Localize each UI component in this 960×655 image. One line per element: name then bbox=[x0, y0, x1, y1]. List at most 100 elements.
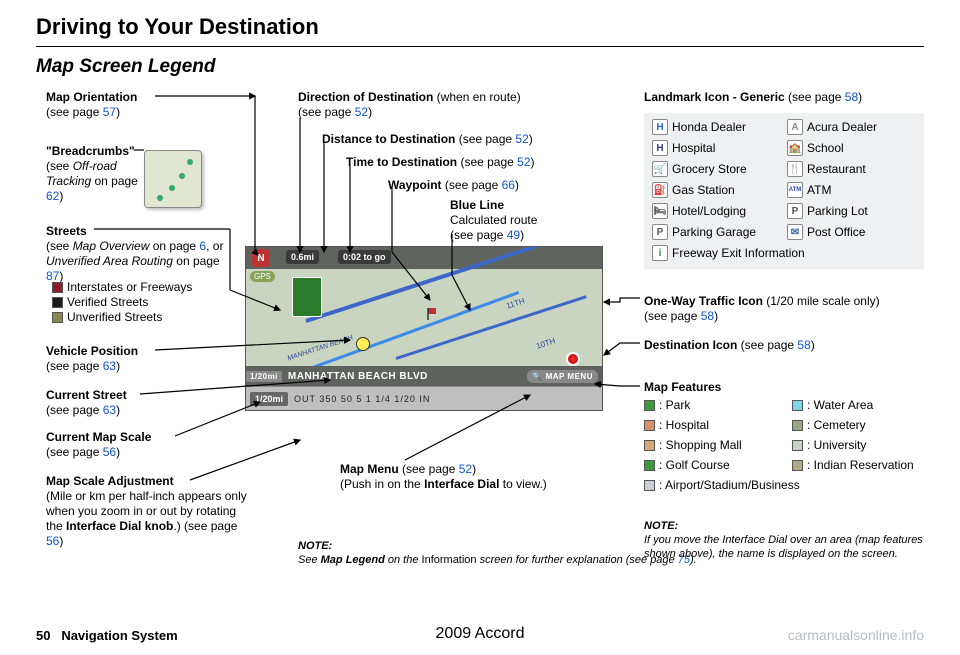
pageref-62[interactable]: 62 bbox=[46, 189, 59, 203]
label-breadcrumbs: "Breadcrumbs" (see Off-road Tracking on … bbox=[46, 144, 156, 204]
landmark-icon: 🛏 bbox=[652, 203, 668, 219]
feature-label: : Water Area bbox=[807, 398, 873, 412]
feature-swatch bbox=[792, 400, 803, 411]
label-dest-icon: Destination Icon (see page 58) bbox=[644, 338, 944, 353]
feature-swatch bbox=[644, 440, 655, 451]
title-rule bbox=[36, 46, 924, 47]
landmark-item: 🛏 Hotel/Lodging bbox=[652, 203, 781, 219]
road-label-11th: 11TH bbox=[505, 296, 526, 310]
pageref-66[interactable]: 66 bbox=[502, 178, 515, 192]
pageref-56b[interactable]: 56 bbox=[46, 534, 59, 548]
feature-item: : Golf Course bbox=[644, 458, 786, 472]
swatch-unverified bbox=[52, 312, 63, 323]
road-label-beach: MANHATTAN BEACH bbox=[287, 335, 354, 363]
landmark-icon: ⛽ bbox=[652, 182, 668, 198]
feature-swatch bbox=[644, 480, 655, 491]
feature-item: : Shopping Mall bbox=[644, 438, 786, 452]
label-vehicle-position: Vehicle Position (see page 63) bbox=[46, 344, 206, 374]
route-line bbox=[293, 291, 520, 376]
feature-item: : Indian Reservation bbox=[792, 458, 934, 472]
landmark-icon: ATM bbox=[787, 182, 803, 198]
landmark-label: Grocery Store bbox=[672, 162, 747, 176]
landmark-label: ATM bbox=[807, 183, 831, 197]
note-right: NOTE: If you move the Interface Dial ove… bbox=[644, 520, 934, 561]
landmark-icon: i bbox=[652, 245, 668, 261]
swatch-interstates bbox=[52, 282, 63, 293]
distance-readout: 0.6mi bbox=[286, 250, 319, 264]
landmark-label: Acura Dealer bbox=[807, 120, 877, 134]
breadcrumbs-tile bbox=[144, 150, 202, 208]
vehicle-icon bbox=[356, 337, 370, 351]
road-label-10th: 10TH bbox=[535, 336, 556, 351]
landmark-item: H Hospital bbox=[652, 140, 781, 156]
landmark-label: School bbox=[807, 141, 844, 155]
landmark-label: Hospital bbox=[672, 141, 715, 155]
landmark-icon: H bbox=[652, 119, 668, 135]
pageref-52a[interactable]: 52 bbox=[355, 105, 368, 119]
landmark-panel: H Honda Dealer A Acura Dealer H Hospital 🏫 Scho… bbox=[644, 113, 924, 269]
feature-swatch bbox=[644, 420, 655, 431]
map-menu-badge: 🔍 MAP MENU bbox=[527, 370, 598, 383]
feature-item: : Airport/Stadium/Business bbox=[644, 478, 934, 492]
pageref-52b[interactable]: 52 bbox=[515, 132, 528, 146]
page-title: Driving to Your Destination bbox=[36, 14, 319, 40]
pageref-52d[interactable]: 52 bbox=[459, 462, 472, 476]
label-time-dest: Time to Destination (see page 52) bbox=[346, 155, 646, 170]
pageref-58c[interactable]: 58 bbox=[797, 338, 810, 352]
label-waypoint: Waypoint (see page 66) bbox=[388, 178, 688, 193]
landmark-item: ATM ATM bbox=[787, 182, 916, 198]
feature-label: : Shopping Mall bbox=[659, 438, 742, 452]
watermark: carmanualsonline.info bbox=[788, 627, 924, 643]
waypoint-flag-icon bbox=[426, 307, 438, 319]
landmark-icon: P bbox=[787, 203, 803, 219]
label-current-scale: Current Map Scale (see page 56) bbox=[46, 430, 206, 460]
landmark-label: Post Office bbox=[807, 225, 865, 239]
page-footer: 50 Navigation System 2009 Accord carmanu… bbox=[36, 627, 924, 643]
map-scale-bar: 1/20mi OUT 350 50 5 1 1/4 1/20 IN bbox=[246, 386, 602, 410]
landmark-item: ⛽Gas Station bbox=[652, 182, 781, 198]
feature-label: : Golf Course bbox=[659, 458, 730, 472]
landmark-item: PParking Garage bbox=[652, 224, 781, 240]
feature-label: : University bbox=[807, 438, 866, 452]
landmark-icon: 🍴 bbox=[787, 161, 803, 177]
feature-swatch bbox=[644, 400, 655, 411]
compass-icon: N bbox=[252, 249, 270, 267]
pageref-52c[interactable]: 52 bbox=[517, 155, 530, 169]
landmark-icon: 🏫 bbox=[787, 140, 803, 156]
label-landmark-heading: Landmark Icon - Generic (see page 58) bbox=[644, 90, 944, 105]
landmark-icon: A bbox=[787, 119, 803, 135]
landmark-icon: H bbox=[652, 140, 668, 156]
landmark-green bbox=[292, 277, 322, 317]
feature-item: : Cemetery bbox=[792, 418, 934, 432]
label-one-way: One-Way Traffic Icon (1/20 mile scale on… bbox=[644, 294, 944, 324]
landmark-label: Parking Lot bbox=[807, 204, 868, 218]
feature-swatch bbox=[792, 420, 803, 431]
vehicle-model: 2009 Accord bbox=[436, 625, 525, 643]
landmark-icon: P bbox=[652, 224, 668, 240]
pageref-63b[interactable]: 63 bbox=[103, 403, 116, 417]
pageref-57[interactable]: 57 bbox=[103, 105, 116, 119]
pageref-63a[interactable]: 63 bbox=[103, 359, 116, 373]
label-direction-dest: Direction of Destination (when en route)… bbox=[298, 90, 598, 120]
section-title: Map Screen Legend bbox=[36, 56, 216, 78]
map-features-panel: Map Features : Park: Water Area: Hospita… bbox=[644, 380, 934, 492]
feature-label: : Airport/Stadium/Business bbox=[659, 478, 800, 492]
pageref-58b[interactable]: 58 bbox=[701, 309, 714, 323]
landmark-label: Hotel/Lodging bbox=[672, 204, 746, 218]
landmark-label: Honda Dealer bbox=[672, 120, 746, 134]
feature-label: : Hospital bbox=[659, 418, 709, 432]
landmark-item: P Parking Lot bbox=[787, 203, 916, 219]
pageref-49[interactable]: 49 bbox=[507, 228, 520, 242]
landmark-item: ✉Post Office bbox=[787, 224, 916, 240]
landmark-item: iFreeway Exit Information bbox=[652, 245, 916, 261]
landmark-item: 🍴Restaurant bbox=[787, 161, 916, 177]
feature-label: : Indian Reservation bbox=[807, 458, 914, 472]
feature-swatch bbox=[792, 460, 803, 471]
pageref-58a[interactable]: 58 bbox=[845, 90, 858, 104]
streets-swatch-list: Interstates or Freeways Verified Streets… bbox=[52, 280, 192, 325]
pageref-56a[interactable]: 56 bbox=[103, 445, 116, 459]
landmark-icon: 🛒 bbox=[652, 161, 668, 177]
gps-badge: GPS bbox=[250, 271, 275, 282]
time-readout: 0:02 to go bbox=[338, 250, 391, 264]
map-screenshot: N GPS 0.6mi 0:02 to go 11TH 10TH MANHATT… bbox=[245, 246, 603, 411]
